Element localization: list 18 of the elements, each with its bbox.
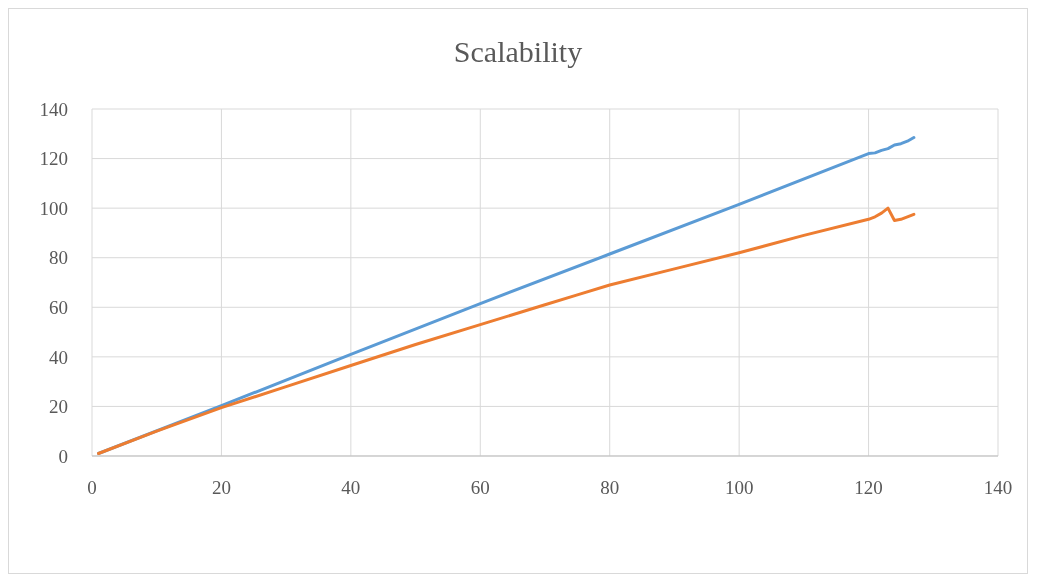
x-tick-label: 120 (854, 477, 883, 498)
y-tick-label: 20 (49, 396, 68, 418)
y-tick-label: 120 (39, 148, 68, 170)
y-tick-label: 0 (58, 445, 68, 467)
y-tick-label: 80 (49, 247, 68, 269)
y-tick-label: 40 (49, 346, 68, 368)
x-tick-label: 20 (211, 477, 231, 498)
y-tick-label: 100 (39, 197, 68, 219)
x-tick-label: 100 (724, 477, 754, 498)
x-tick-label: 40 (341, 477, 361, 498)
x-tick-label: 60 (470, 477, 490, 498)
y-tick-label: 60 (49, 296, 68, 318)
x-tick-label: 80 (600, 477, 620, 498)
x-tick-label: 0 (87, 477, 97, 498)
x-tick-label: 140 (983, 477, 1013, 498)
chart-title: Scalability (453, 35, 583, 68)
y-tick-label: 140 (39, 98, 68, 120)
line-series (96, 206, 916, 456)
